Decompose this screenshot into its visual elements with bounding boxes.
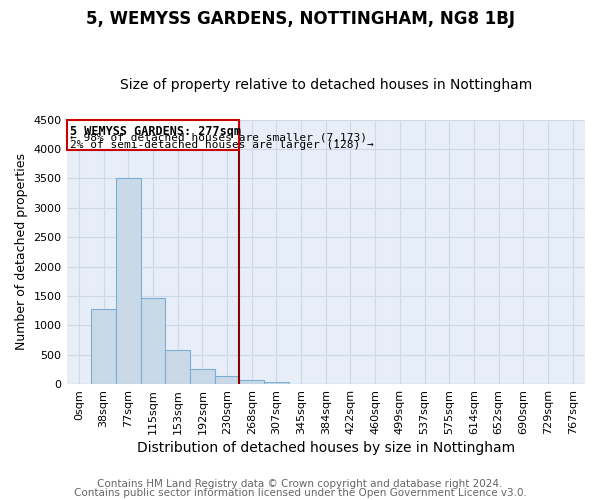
Text: Contains public sector information licensed under the Open Government Licence v3: Contains public sector information licen… xyxy=(74,488,526,498)
Bar xyxy=(264,382,289,384)
Text: 5 WEMYSS GARDENS: 277sqm: 5 WEMYSS GARDENS: 277sqm xyxy=(70,125,241,138)
Bar xyxy=(140,298,165,384)
Bar xyxy=(91,309,116,384)
Bar xyxy=(215,376,239,384)
Bar xyxy=(239,380,264,384)
Text: 2% of semi-detached houses are larger (128) →: 2% of semi-detached houses are larger (1… xyxy=(70,140,374,149)
Y-axis label: Number of detached properties: Number of detached properties xyxy=(15,154,28,350)
FancyBboxPatch shape xyxy=(67,120,239,150)
Bar xyxy=(116,178,140,384)
Text: ← 98% of detached houses are smaller (7,173): ← 98% of detached houses are smaller (7,… xyxy=(70,132,367,142)
Bar xyxy=(190,370,215,384)
Title: Size of property relative to detached houses in Nottingham: Size of property relative to detached ho… xyxy=(119,78,532,92)
Text: 5, WEMYSS GARDENS, NOTTINGHAM, NG8 1BJ: 5, WEMYSS GARDENS, NOTTINGHAM, NG8 1BJ xyxy=(86,10,515,28)
Text: Contains HM Land Registry data © Crown copyright and database right 2024.: Contains HM Land Registry data © Crown c… xyxy=(97,479,503,489)
Bar xyxy=(165,350,190,384)
X-axis label: Distribution of detached houses by size in Nottingham: Distribution of detached houses by size … xyxy=(137,441,515,455)
